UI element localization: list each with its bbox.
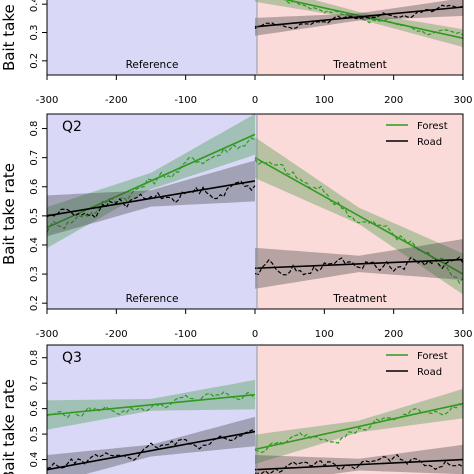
treatment-period-background <box>257 114 463 309</box>
treatment-label: Treatment <box>332 293 386 305</box>
x-tick-label: -300 <box>36 95 59 106</box>
y-tick-label: 0.8 <box>29 350 40 366</box>
fit-line-forest-reference <box>47 133 256 229</box>
y-tick-label: 0.7 <box>29 375 40 391</box>
x-tick-label: -100 <box>174 95 197 106</box>
panel-label: Q2 <box>62 119 82 135</box>
x-tick-label: 0 <box>252 95 258 106</box>
y-tick-label: 0.5 <box>29 426 40 442</box>
confidence-band-road <box>255 0 463 36</box>
x-tick-label: 0 <box>252 329 258 340</box>
observed-trace-forest <box>254 403 463 454</box>
legend-label-road: Road <box>417 137 442 148</box>
treatment-period-background <box>257 0 463 75</box>
fit-line-forest-reference <box>47 393 256 416</box>
observed-trace-forest <box>254 159 463 285</box>
y-tick-label: 0.6 <box>29 401 40 417</box>
y-tick-label: 0.2 <box>29 295 40 311</box>
observed-trace-forest <box>47 391 256 419</box>
observed-trace-forest <box>47 137 256 233</box>
fit-line-forest-treatment <box>254 156 463 275</box>
reference-period-background <box>47 0 257 75</box>
legend-label-road: Road <box>417 367 442 378</box>
y-tick-label: 0.4 <box>29 0 40 12</box>
reference-label: Reference <box>126 59 179 71</box>
x-tick-label: 100 <box>315 95 334 106</box>
fit-line-forest-treatment <box>254 402 463 451</box>
y-tick-label: 0.4 <box>29 237 40 253</box>
x-tick-label: -200 <box>105 95 128 106</box>
y-tick-label: 0.8 <box>29 121 40 137</box>
x-tick-label: -200 <box>105 329 128 340</box>
plot-frame <box>46 344 464 474</box>
treatment-label: Treatment <box>332 59 386 71</box>
plot-area <box>47 345 463 474</box>
y-axis-title: Bait take rate <box>0 0 18 71</box>
reference-label: Reference <box>126 293 179 305</box>
treatment-period-background <box>257 345 463 474</box>
confidence-band-forest <box>255 0 463 48</box>
legend-label-forest: Forest <box>417 121 448 132</box>
y-tick-label: 0.3 <box>29 266 40 282</box>
y-axis-title: Bait take rate <box>0 163 18 265</box>
fit-line-road-treatment <box>254 258 463 270</box>
x-tick-label: 300 <box>453 95 472 106</box>
plot-area <box>47 114 463 309</box>
legend-label-forest: Forest <box>417 351 448 362</box>
fit-line-road-treatment <box>254 458 463 471</box>
x-tick-label: -300 <box>36 329 59 340</box>
x-tick-label: 300 <box>453 329 472 340</box>
observed-trace-road <box>47 428 256 470</box>
y-tick-label: 0.3 <box>29 25 40 41</box>
reference-period-background <box>47 345 257 474</box>
fit-line-road-reference <box>254 6 463 28</box>
panel-label: Q3 <box>62 350 82 366</box>
observed-trace-road <box>254 256 463 276</box>
y-tick-label: 0.2 <box>29 53 40 69</box>
panel-1: 0.2 0.3 0.4 -300 -200 -100 0 100 200 300 Bait take… <box>0 0 473 106</box>
panel-3: 0.4 0.5 0.6 0.7 0.8 Bait take rate Q3 Forest Roa… <box>0 344 464 474</box>
plot-area <box>47 0 463 75</box>
fit-line-road-reference <box>47 430 256 471</box>
x-tick-label: 200 <box>384 95 403 106</box>
fit-line-road-reference <box>47 180 256 217</box>
x-tick-label: 200 <box>384 329 403 340</box>
y-tick-label: 0.5 <box>29 208 40 224</box>
y-axis-title: Bait take rate <box>0 379 18 474</box>
observed-trace-road <box>47 180 256 219</box>
x-tick-label: 100 <box>315 329 334 340</box>
y-tick-label: 0.6 <box>29 179 40 195</box>
x-tick-label: -100 <box>174 329 197 340</box>
panel-2: 0.2 0.3 0.4 0.5 0.6 0.7 0.8 -300 -200 -100 0 100 200… <box>0 113 473 340</box>
y-tick-label: 0.4 <box>29 452 40 468</box>
y-tick-label: 0.7 <box>29 150 40 166</box>
fit-line-forest-reference <box>284 0 463 39</box>
